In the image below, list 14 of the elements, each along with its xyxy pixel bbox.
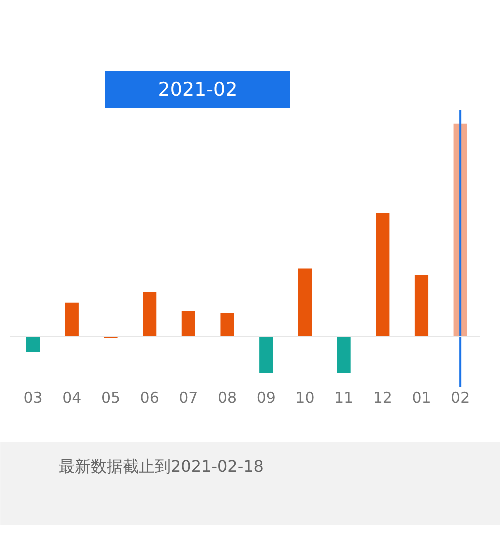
x-tick-label: 05 bbox=[101, 389, 121, 407]
x-tick-label: 06 bbox=[140, 389, 160, 407]
x-tick-label: 04 bbox=[62, 389, 82, 407]
x-tick-label: 10 bbox=[296, 389, 315, 407]
x-tick-label: 09 bbox=[256, 389, 276, 407]
x-tick-label: 07 bbox=[179, 389, 198, 407]
text: 最新数据截止到2021-02-18 bbox=[59, 457, 264, 476]
x-tick-label: 01 bbox=[412, 389, 432, 407]
chart-title: 2021-02 bbox=[158, 79, 238, 101]
x-tick-label: 03 bbox=[24, 389, 43, 407]
x-tick-label: 11 bbox=[334, 389, 354, 407]
x-tick-label: 12 bbox=[373, 389, 392, 407]
x-tick-label: 08 bbox=[218, 389, 238, 407]
x-tick-label: 02 bbox=[451, 389, 470, 407]
